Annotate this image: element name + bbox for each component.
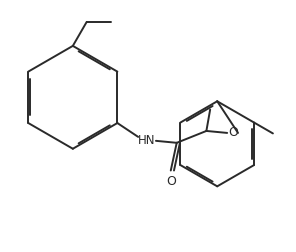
Text: O: O: [166, 175, 176, 188]
Text: HN: HN: [138, 134, 156, 147]
Text: O: O: [228, 127, 238, 139]
